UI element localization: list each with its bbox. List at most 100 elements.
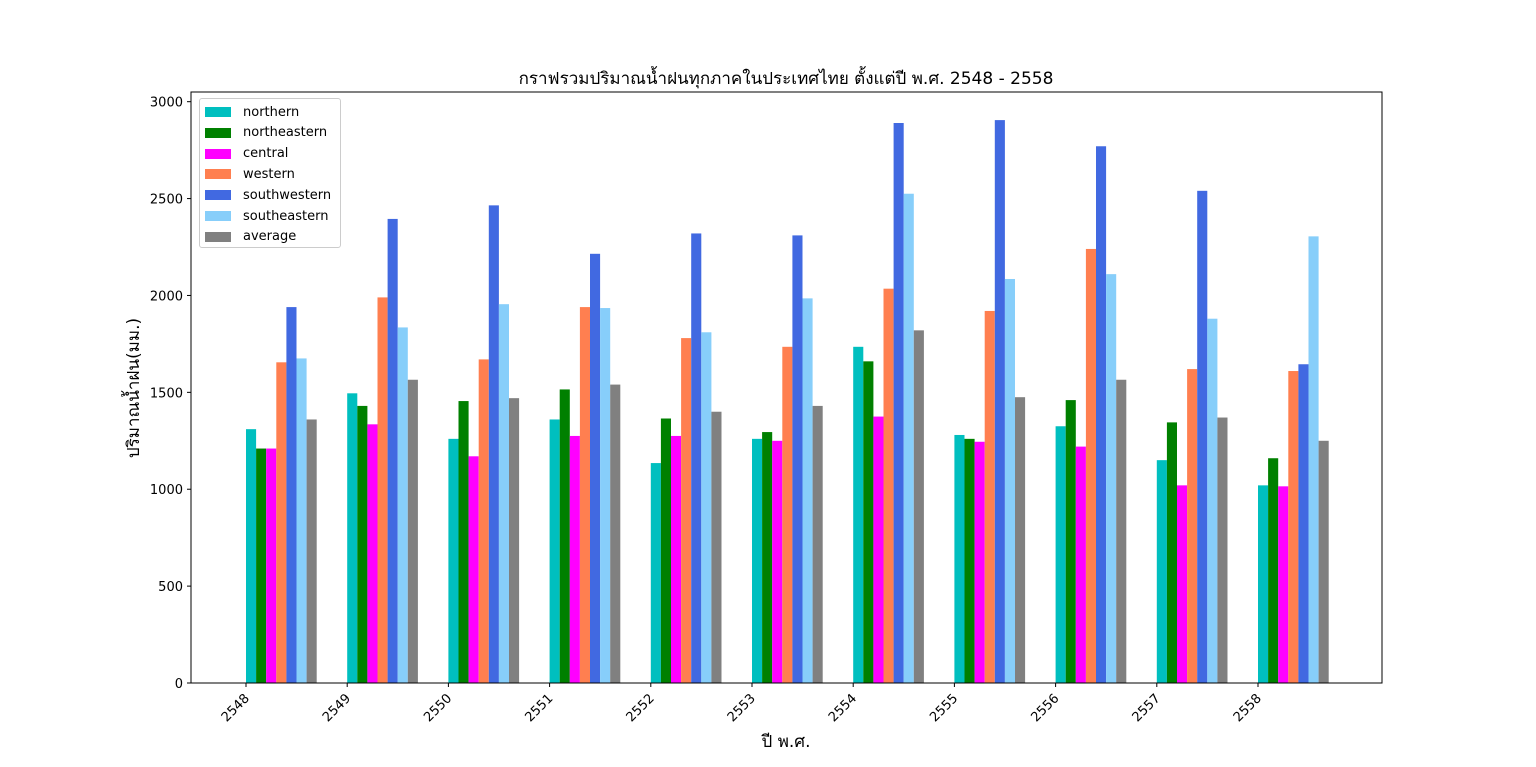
bar-central-2557 bbox=[1177, 485, 1188, 683]
bar-central-2556 bbox=[1075, 446, 1086, 683]
bar-southwestern-2557 bbox=[1197, 190, 1208, 683]
legend-label: northeastern bbox=[243, 125, 328, 141]
legend-label: central bbox=[243, 146, 289, 162]
y-tick-label: 0 bbox=[175, 677, 183, 692]
bar-southeastern-2556 bbox=[1106, 274, 1117, 683]
bar-western-2552 bbox=[681, 338, 692, 683]
bar-southeastern-2548 bbox=[296, 358, 307, 683]
bar-northeastern-2549 bbox=[357, 405, 368, 683]
bar-central-2554 bbox=[873, 416, 884, 683]
y-tick-label: 500 bbox=[158, 580, 183, 595]
bar-southwestern-2558 bbox=[1298, 364, 1309, 683]
bar-northeastern-2557 bbox=[1166, 422, 1177, 683]
x-axis: 2548 2549 2550 2551 2552 2553 2554 2555 2556 2557… bbox=[219, 683, 1265, 725]
bar-western-2550 bbox=[478, 359, 489, 683]
bar-average-2550 bbox=[509, 398, 520, 683]
legend-item-southwestern: southwestern bbox=[205, 186, 331, 204]
x-tick-label: 2558 bbox=[1231, 691, 1265, 725]
legend-swatch bbox=[205, 169, 231, 180]
x-tick-label: 2557 bbox=[1130, 691, 1164, 725]
legend-label: northern bbox=[243, 104, 300, 120]
legend: northern northeastern central western southw… bbox=[199, 98, 341, 248]
chart-title: กราฟรวมปริมาณน้ำฝนทุกภาคในประเทศไทย ตั้ง… bbox=[519, 66, 1054, 89]
x-tick-label: 2551 bbox=[522, 691, 556, 725]
y-axis: 0 500 1000 1500 2000 2500 3000 bbox=[150, 96, 191, 692]
bar-northeastern-2548 bbox=[256, 448, 267, 683]
bar-average-2552 bbox=[711, 411, 722, 683]
y-tick-label: 1500 bbox=[150, 386, 183, 401]
bar-northern-2552 bbox=[650, 463, 661, 683]
bar-northern-2554 bbox=[853, 346, 864, 683]
legend-label: western bbox=[243, 166, 295, 182]
bar-western-2548 bbox=[276, 362, 287, 683]
legend-item-central: central bbox=[205, 145, 288, 163]
x-tick-label: 2552 bbox=[624, 691, 658, 725]
legend-label: southeastern bbox=[243, 208, 329, 224]
bar-northeastern-2555 bbox=[964, 438, 975, 683]
legend-swatch bbox=[205, 107, 231, 117]
bar-central-2555 bbox=[974, 441, 985, 683]
legend-swatch bbox=[205, 231, 231, 242]
y-tick-label: 2500 bbox=[150, 193, 183, 208]
y-axis-label: ปริมาณน้ำฝน(มม.) bbox=[121, 318, 144, 458]
bar-western-2549 bbox=[377, 297, 388, 683]
bar-northern-2558 bbox=[1258, 485, 1269, 683]
bar-central-2551 bbox=[569, 435, 580, 683]
bar-western-2558 bbox=[1288, 371, 1299, 683]
bar-central-2548 bbox=[266, 448, 277, 683]
legend-label: average bbox=[243, 229, 297, 245]
bar-southeastern-2549 bbox=[397, 327, 408, 683]
bar-northern-2549 bbox=[347, 393, 358, 683]
bar-northern-2556 bbox=[1055, 426, 1066, 683]
y-tick-label: 3000 bbox=[150, 96, 183, 111]
plot-frame bbox=[190, 91, 1383, 684]
bar-central-2550 bbox=[468, 456, 479, 683]
legend-swatch bbox=[205, 190, 231, 201]
bar-southeastern-2555 bbox=[1004, 278, 1015, 683]
bar-western-2554 bbox=[883, 288, 894, 683]
bar-northern-2557 bbox=[1156, 460, 1167, 683]
bar-southwestern-2556 bbox=[1096, 146, 1107, 683]
bar-northeastern-2550 bbox=[458, 401, 469, 683]
bars-layer bbox=[246, 120, 1329, 684]
bar-southeastern-2558 bbox=[1308, 236, 1319, 684]
x-tick-label: 2548 bbox=[219, 691, 253, 725]
bar-average-2557 bbox=[1217, 417, 1228, 683]
bar-average-2548 bbox=[306, 419, 317, 683]
bar-northern-2553 bbox=[752, 438, 763, 683]
bar-average-2558 bbox=[1318, 440, 1329, 683]
x-tick-label: 2556 bbox=[1028, 691, 1062, 725]
x-tick-label: 2550 bbox=[421, 691, 455, 725]
legend-label: southwestern bbox=[243, 187, 332, 203]
bar-southwestern-2549 bbox=[387, 218, 398, 684]
bar-southwestern-2551 bbox=[590, 253, 601, 684]
bar-northeastern-2553 bbox=[762, 432, 773, 683]
y-tick-label: 1000 bbox=[150, 483, 183, 498]
bar-average-2555 bbox=[1015, 397, 1026, 683]
bar-central-2552 bbox=[671, 435, 682, 683]
x-tick-label: 2549 bbox=[320, 691, 354, 725]
bar-western-2556 bbox=[1085, 248, 1096, 683]
bar-average-2549 bbox=[407, 379, 418, 683]
bar-western-2553 bbox=[782, 346, 793, 683]
bar-northeastern-2556 bbox=[1065, 400, 1076, 683]
bar-western-2551 bbox=[579, 307, 590, 683]
bar-northeastern-2558 bbox=[1268, 458, 1279, 683]
bar-southeastern-2553 bbox=[802, 298, 813, 683]
bar-southwestern-2553 bbox=[792, 235, 803, 683]
bar-southeastern-2550 bbox=[498, 304, 509, 683]
bar-central-2558 bbox=[1278, 486, 1289, 683]
bar-southeastern-2552 bbox=[701, 332, 712, 683]
legend-item-average: average bbox=[205, 228, 296, 246]
bar-central-2553 bbox=[772, 440, 783, 683]
legend-swatch bbox=[205, 127, 231, 138]
bar-northeastern-2552 bbox=[660, 418, 671, 683]
bar-southwestern-2552 bbox=[691, 233, 702, 683]
x-axis-label: ปี พ.ศ. bbox=[761, 732, 811, 752]
bar-southwestern-2554 bbox=[893, 123, 904, 683]
legend-item-northern: northern bbox=[205, 103, 299, 121]
bar-southwestern-2555 bbox=[994, 120, 1005, 684]
bar-central-2549 bbox=[367, 424, 378, 683]
bar-southeastern-2554 bbox=[903, 193, 914, 684]
